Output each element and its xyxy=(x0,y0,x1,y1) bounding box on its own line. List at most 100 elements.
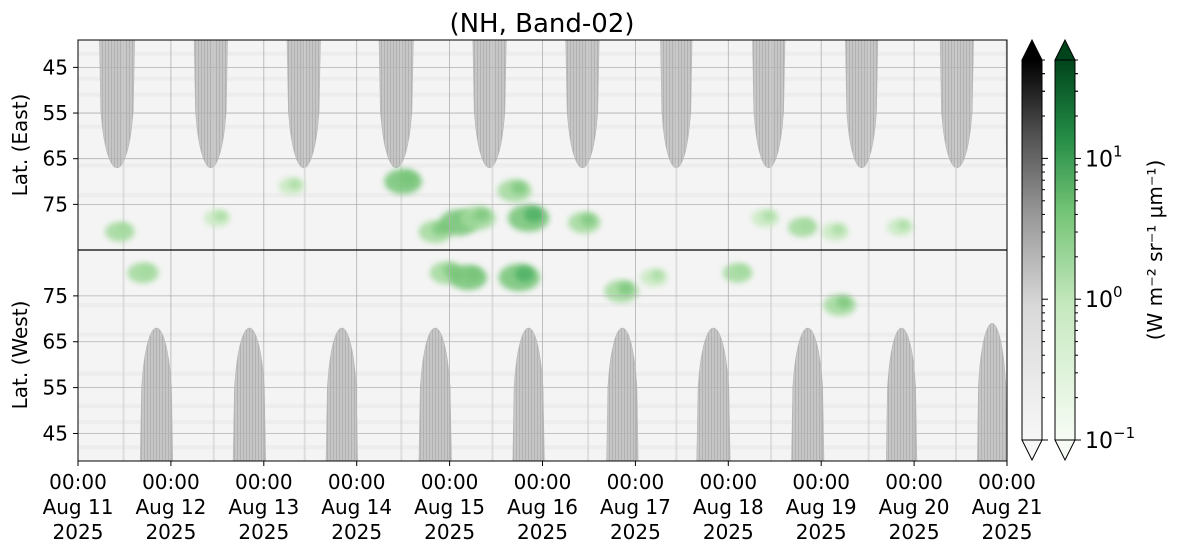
east-daylight-mask xyxy=(752,40,786,169)
xtick-label-day: Aug 21 xyxy=(972,495,1043,519)
xtick-label-day: Aug 15 xyxy=(414,495,485,519)
swath-seam xyxy=(867,250,870,461)
colorbar-green-extend-min xyxy=(1054,439,1076,462)
west-daylight-mask xyxy=(418,327,452,461)
east-daylight-mask xyxy=(472,40,507,169)
colorbar-tick-label: 10−1 xyxy=(1085,424,1135,454)
west-daylight-mask xyxy=(139,327,174,461)
colorbar-gray-bar xyxy=(1021,59,1043,441)
xtick-label-day: Aug 13 xyxy=(228,495,299,519)
xtick-label-year: 2025 xyxy=(145,520,196,544)
east-emission-core xyxy=(832,224,845,235)
swath-seam xyxy=(212,250,215,461)
east-emission-core xyxy=(524,206,544,223)
colorbar-green-extend-max xyxy=(1054,38,1076,61)
east-ylabel: Lat. (East) xyxy=(8,94,32,197)
east-ytick-label: 55 xyxy=(43,101,68,125)
west-emission-core xyxy=(651,270,664,281)
west-emission-core xyxy=(836,296,852,309)
xtick-label-time: 00:00 xyxy=(792,470,850,494)
colorbar-gray xyxy=(1021,38,1043,462)
xtick-label-time: 00:00 xyxy=(607,470,665,494)
xtick-label-day: Aug 18 xyxy=(693,495,764,519)
swath-seam xyxy=(954,40,957,250)
swath-seam xyxy=(400,40,403,250)
east-emission-core xyxy=(214,210,227,221)
east-daylight-mask xyxy=(99,40,135,169)
xtick-label-year: 2025 xyxy=(517,520,568,544)
xtick-label-year: 2025 xyxy=(238,520,289,544)
west-emission-core xyxy=(617,282,634,295)
west-emission-core xyxy=(139,264,155,277)
colorbar-gray-extend-min xyxy=(1021,439,1043,462)
east-daylight-mask xyxy=(565,40,600,169)
swath-seam xyxy=(491,40,494,250)
east-emission-core xyxy=(762,210,776,221)
xtick-label-time: 00:00 xyxy=(235,470,293,494)
swath-seam xyxy=(954,250,957,461)
east-daylight-mask xyxy=(193,40,228,169)
xtick-label-day: Aug 19 xyxy=(786,495,857,519)
swath-seam xyxy=(491,250,494,461)
west-daylight-mask xyxy=(977,323,1007,461)
xtick-label-year: 2025 xyxy=(982,520,1033,544)
swath-seam xyxy=(212,40,215,250)
xtick-label-time: 00:00 xyxy=(328,470,386,494)
west-ytick-label: 65 xyxy=(43,330,68,354)
west-emission-core xyxy=(464,267,482,282)
east-daylight-mask xyxy=(845,40,879,169)
swath-seam xyxy=(587,40,590,250)
xtick-label-year: 2025 xyxy=(331,520,382,544)
xtick-label-time: 00:00 xyxy=(142,470,200,494)
swath-seam xyxy=(770,40,773,250)
xtick-label-time: 00:00 xyxy=(49,470,107,494)
xtick-label-year: 2025 xyxy=(703,520,754,544)
west-ylabel: Lat. (West) xyxy=(8,301,32,410)
xtick-label-year: 2025 xyxy=(796,520,847,544)
xtick-label-day: Aug 17 xyxy=(600,495,671,519)
west-ytick-label: 75 xyxy=(43,284,68,308)
swath-seam xyxy=(675,250,678,461)
xtick-label-year: 2025 xyxy=(610,520,661,544)
west-daylight-mask xyxy=(512,327,545,461)
swath-seam xyxy=(303,40,306,250)
swath-seam xyxy=(867,40,870,250)
colorbar-tick-label: 100 xyxy=(1085,283,1123,313)
west-panel-plot xyxy=(78,250,1007,461)
east-emission-core xyxy=(473,208,491,222)
xtick-label-day: Aug 14 xyxy=(321,495,392,519)
west-ytick-label: 55 xyxy=(43,376,68,400)
west-daylight-mask xyxy=(885,327,918,461)
east-emission-core xyxy=(116,223,131,235)
xtick-label-day: Aug 16 xyxy=(507,495,578,519)
xtick-label-time: 00:00 xyxy=(421,470,479,494)
west-emission-core xyxy=(514,266,534,282)
xtick-label-day: Aug 20 xyxy=(879,495,950,519)
colorbar-green xyxy=(1054,38,1076,462)
swath-seam xyxy=(770,250,773,461)
colorbar-gray-extend-max xyxy=(1021,38,1043,61)
colorbar-label: (W m⁻² sr⁻¹ μm⁻¹) xyxy=(1143,160,1167,341)
colorbar-green-bar xyxy=(1054,59,1076,441)
east-ytick-label: 65 xyxy=(43,147,68,171)
chart-title: (NH, Band-02) xyxy=(449,9,634,39)
xtick-label-day: Aug 12 xyxy=(135,495,206,519)
east-emission-core xyxy=(897,220,910,230)
east-panel-plot xyxy=(78,40,1007,250)
east-ytick-label: 75 xyxy=(43,192,68,216)
xtick-label-year: 2025 xyxy=(424,520,475,544)
xtick-label-time: 00:00 xyxy=(514,470,572,494)
west-ytick-label: 45 xyxy=(43,421,68,445)
xtick-label-day: Aug 11 xyxy=(43,495,114,519)
east-emission-core xyxy=(799,219,814,231)
east-emission-core xyxy=(399,171,417,186)
swath-seam xyxy=(587,250,590,461)
west-daylight-mask xyxy=(232,327,266,461)
swath-seam xyxy=(303,250,306,461)
west-emission-core xyxy=(734,264,749,277)
swath-seam xyxy=(400,250,403,461)
swath-seam xyxy=(122,40,125,250)
west-daylight-mask xyxy=(791,327,825,461)
